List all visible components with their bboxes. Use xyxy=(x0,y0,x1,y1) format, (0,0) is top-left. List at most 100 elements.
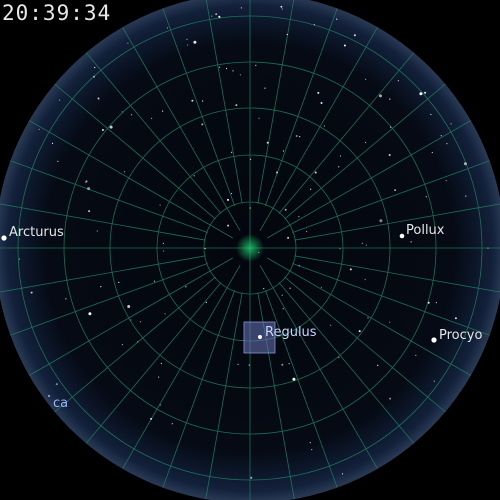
background-star xyxy=(317,91,320,94)
background-star xyxy=(94,66,96,69)
background-star xyxy=(445,180,447,182)
azimuth-line xyxy=(284,276,446,413)
background-star xyxy=(101,129,104,131)
star-arcturus[interactable]: Arcturus xyxy=(1,225,64,241)
background-star xyxy=(162,250,165,252)
background-star xyxy=(235,104,238,107)
background-star xyxy=(227,198,229,201)
background-star xyxy=(227,224,230,227)
background-star xyxy=(255,64,257,66)
background-star xyxy=(425,196,427,198)
background-star xyxy=(248,364,250,366)
background-star xyxy=(311,449,313,451)
background-star xyxy=(159,204,161,206)
background-star xyxy=(410,241,412,243)
azimuth-line xyxy=(28,120,233,239)
azimuth-line xyxy=(259,265,378,470)
background-star xyxy=(239,74,241,76)
azimuth-line xyxy=(257,0,295,204)
background-star xyxy=(266,141,269,144)
background-star xyxy=(292,377,296,381)
background-star xyxy=(339,248,341,250)
background-star xyxy=(465,195,467,197)
background-star xyxy=(379,219,383,223)
background-star xyxy=(97,97,100,100)
background-star xyxy=(166,27,168,29)
background-star xyxy=(87,187,91,191)
background-star xyxy=(320,102,323,104)
background-star xyxy=(339,155,342,157)
star-pollux[interactable]: Pollux xyxy=(399,223,445,239)
azimuth-line xyxy=(278,52,415,214)
background-star xyxy=(389,321,391,323)
background-star xyxy=(388,154,391,156)
background-star xyxy=(309,442,311,444)
azimuth-line xyxy=(122,26,241,231)
azimuth-line xyxy=(10,263,208,336)
background-star xyxy=(281,363,284,366)
background-star xyxy=(295,135,298,137)
background-star xyxy=(281,8,283,10)
background-star xyxy=(263,288,265,290)
background-star xyxy=(330,324,332,326)
background-star xyxy=(186,38,188,41)
star-pollux-dot xyxy=(399,233,405,239)
background-star xyxy=(205,301,207,303)
background-star xyxy=(162,242,164,244)
background-star xyxy=(433,380,435,382)
background-star xyxy=(137,341,139,343)
background-star xyxy=(171,423,173,425)
azimuth-line xyxy=(122,265,241,470)
background-star xyxy=(299,136,301,138)
background-star xyxy=(379,94,382,98)
background-star xyxy=(276,171,278,174)
background-star xyxy=(377,364,379,366)
background-star xyxy=(131,114,133,116)
background-star xyxy=(264,87,266,89)
background-star xyxy=(249,207,251,209)
background-star xyxy=(96,230,98,232)
background-star xyxy=(109,125,113,129)
background-star xyxy=(446,143,448,145)
azimuth-line xyxy=(0,203,206,241)
background-star xyxy=(282,150,284,152)
background-star xyxy=(336,18,338,20)
star-regulus-label: Regulus xyxy=(265,325,317,340)
starfield xyxy=(18,5,489,479)
azimuth-line xyxy=(0,255,206,293)
background-star xyxy=(57,160,59,162)
background-star xyxy=(51,142,54,144)
background-star xyxy=(121,344,123,346)
star-procyon-dot xyxy=(431,337,437,343)
background-star xyxy=(159,404,161,406)
star-regulus[interactable]: Regulus xyxy=(258,325,317,340)
background-star xyxy=(394,189,397,192)
background-star xyxy=(361,242,363,244)
azimuth-line xyxy=(292,263,490,336)
star-procyon[interactable]: Procyo xyxy=(431,328,482,343)
star-arcturus-label: Arcturus xyxy=(9,225,64,240)
background-star xyxy=(258,117,260,119)
background-star xyxy=(150,417,153,420)
background-star xyxy=(320,286,322,288)
background-star xyxy=(487,247,489,249)
background-star xyxy=(250,476,253,479)
background-star xyxy=(349,268,352,271)
background-star xyxy=(435,302,437,304)
zenith-marker xyxy=(236,234,264,262)
background-star xyxy=(323,125,325,127)
background-star xyxy=(280,5,283,8)
background-star xyxy=(130,319,132,321)
star-partial-label[interactable]: ca xyxy=(48,395,68,411)
azimuth-line xyxy=(85,282,222,444)
azimuth-line xyxy=(267,257,472,376)
background-star xyxy=(230,192,233,195)
background-star xyxy=(127,305,131,308)
background-star xyxy=(419,92,423,96)
background-star xyxy=(18,258,20,260)
background-star xyxy=(139,321,142,323)
background-star xyxy=(65,298,67,300)
azimuth-line xyxy=(294,255,500,293)
background-star xyxy=(343,44,346,47)
